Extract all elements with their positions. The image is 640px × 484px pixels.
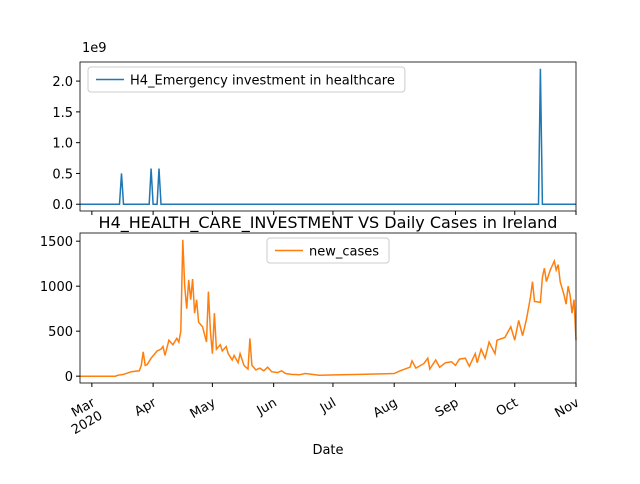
y-tick-label: 1500 [40,235,73,250]
y-tick-label: 500 [48,325,73,340]
chart-title: H4_HEALTH_CARE_INVESTMENT VS Daily Cases… [99,213,558,233]
x-axis-label: Date [312,443,343,458]
legend-label: new_cases [309,245,379,260]
x-tick-label: May [188,395,219,422]
legend: H4_Emergency investment in healthcare [87,66,406,93]
data-line [80,239,577,377]
y-tick-label: 0 [65,370,73,385]
legend-label: H4_Emergency investment in healthcare [130,74,395,89]
x-tick-label: Nov [553,395,583,421]
y-tick-label: 1.0 [52,137,73,152]
y-tick-label: 2.0 [52,75,73,90]
y-tick-label: 0.5 [52,167,73,182]
y-offset-label: 1e9 [82,41,107,56]
axes-frame [79,232,577,384]
y-tick-label: 1.5 [52,106,73,121]
legend-box [87,66,406,93]
axes-frame [79,61,577,212]
x-tick-label: Apr [132,395,160,420]
data-line [80,68,576,205]
x-tick-label: Oct [494,395,521,419]
x-tick-label: Jun [254,395,280,419]
y-tick-label: 1000 [40,280,73,295]
y-tick-label: 0.0 [52,198,73,213]
x-tick-label: Jul [317,395,339,416]
legend-box [266,237,390,264]
x-tick-label: Sep [433,395,462,420]
legend: new_cases [266,237,390,264]
x-tick-label: Aug [371,395,400,421]
